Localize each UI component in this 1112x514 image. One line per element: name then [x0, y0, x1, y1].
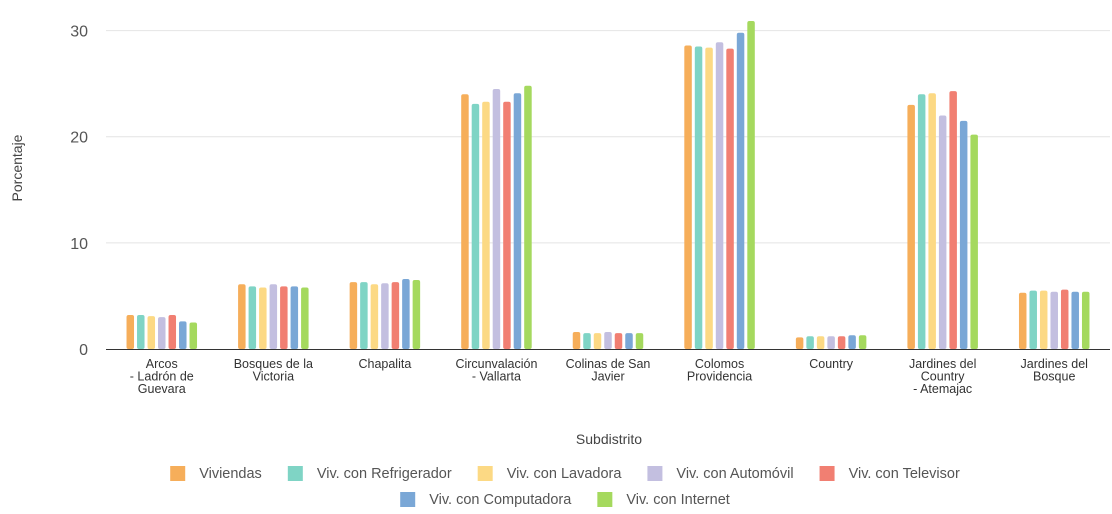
axes: 0 10 20 30 Arcos - Ladrón de Guevara Bosques de… — [70, 24, 1110, 396]
bar — [806, 336, 814, 349]
bar — [928, 93, 936, 349]
bar — [827, 336, 835, 349]
bar — [391, 282, 400, 349]
bar — [513, 93, 522, 349]
legend-swatch — [477, 466, 493, 481]
legend-swatch — [287, 466, 303, 481]
bar — [259, 287, 267, 349]
bar — [572, 332, 581, 349]
bar — [492, 88, 501, 349]
y-axis-title: Porcentaje — [9, 134, 25, 201]
bar — [126, 315, 135, 349]
legend-label: Viv. con Refrigerador — [317, 466, 452, 482]
bar — [1039, 290, 1048, 349]
bar — [705, 47, 713, 350]
bar — [524, 85, 532, 350]
bar — [858, 335, 867, 349]
legend-label: Viv. con Automóvil — [676, 466, 793, 482]
x-tick-label: Country — [809, 357, 854, 371]
bar — [635, 333, 644, 349]
bar — [837, 336, 846, 349]
bar — [583, 333, 591, 349]
x-tick-label: Bosques de la Victoria — [234, 357, 313, 384]
bar — [179, 321, 187, 349]
bar — [684, 45, 692, 349]
bar — [959, 120, 968, 350]
y-tick-label: 30 — [70, 24, 88, 41]
bar — [412, 280, 421, 349]
bar — [795, 337, 804, 349]
bar — [1060, 289, 1069, 349]
legend-label: Viviendas — [199, 466, 262, 482]
bar — [726, 48, 734, 349]
bar — [848, 335, 856, 349]
bar — [694, 46, 703, 349]
bar — [402, 278, 410, 349]
bar — [917, 94, 926, 350]
y-tick-label: 20 — [70, 130, 88, 147]
bar — [736, 32, 745, 350]
bar — [269, 284, 278, 349]
x-tick-label: Jardines del Bosque — [1021, 357, 1088, 384]
bar — [301, 287, 309, 349]
bar — [461, 94, 469, 350]
bar — [349, 282, 358, 349]
bar — [715, 42, 724, 349]
x-tick-label: Circunvalación - Vallarta — [455, 357, 537, 384]
bar — [238, 284, 246, 349]
bar — [949, 91, 957, 350]
legend-swatch — [170, 466, 186, 481]
legend-swatch — [597, 492, 613, 507]
bar — [1018, 292, 1027, 349]
bar — [938, 115, 947, 349]
bar — [370, 284, 379, 349]
gridlines — [106, 30, 1110, 244]
bar — [168, 315, 177, 349]
bar — [625, 333, 633, 349]
bar — [604, 332, 612, 349]
x-tick-label: Chapalita — [358, 357, 411, 371]
legend: Viviendas Viv. con Refrigerador Viv. con L… — [170, 466, 960, 508]
legend-swatch — [400, 492, 416, 507]
bar — [907, 104, 915, 349]
bar — [1029, 290, 1037, 349]
bar — [747, 21, 755, 350]
bar — [248, 286, 257, 349]
legend-label: Viv. con Computadora — [429, 492, 572, 508]
bar — [290, 286, 299, 349]
bar — [360, 282, 368, 349]
bar — [482, 101, 490, 349]
legend-swatch — [819, 466, 835, 481]
bar — [137, 315, 145, 349]
bar — [189, 322, 198, 349]
x-tick-label: Jardines del Country - Atemajac — [909, 357, 976, 396]
x-tick-label: Arcos - Ladrón de Guevara — [130, 357, 194, 396]
bar — [381, 283, 389, 349]
legend-label: Viv. con Lavadora — [507, 466, 623, 482]
bar — [614, 333, 623, 349]
bar — [1081, 291, 1090, 349]
y-tick-label: 10 — [70, 236, 88, 253]
bar — [816, 336, 825, 349]
y-tick-label: 0 — [79, 342, 88, 359]
legend-label: Viv. con Internet — [626, 492, 729, 508]
bar — [503, 101, 511, 349]
legend-label: Viv. con Televisor — [849, 466, 960, 482]
bar — [1050, 291, 1058, 349]
x-tick-label: Colinas de San Javier — [566, 357, 651, 384]
bar — [593, 333, 602, 349]
x-tick-label: Colomos Providencia — [687, 357, 752, 384]
bar — [471, 103, 480, 349]
bar — [970, 134, 978, 349]
x-axis-title: Subdistrito — [576, 431, 642, 447]
bars — [126, 21, 1090, 350]
bar — [280, 286, 288, 349]
legend-swatch — [647, 466, 663, 481]
bar — [147, 316, 156, 349]
bar — [158, 317, 166, 349]
bar — [1071, 291, 1079, 349]
